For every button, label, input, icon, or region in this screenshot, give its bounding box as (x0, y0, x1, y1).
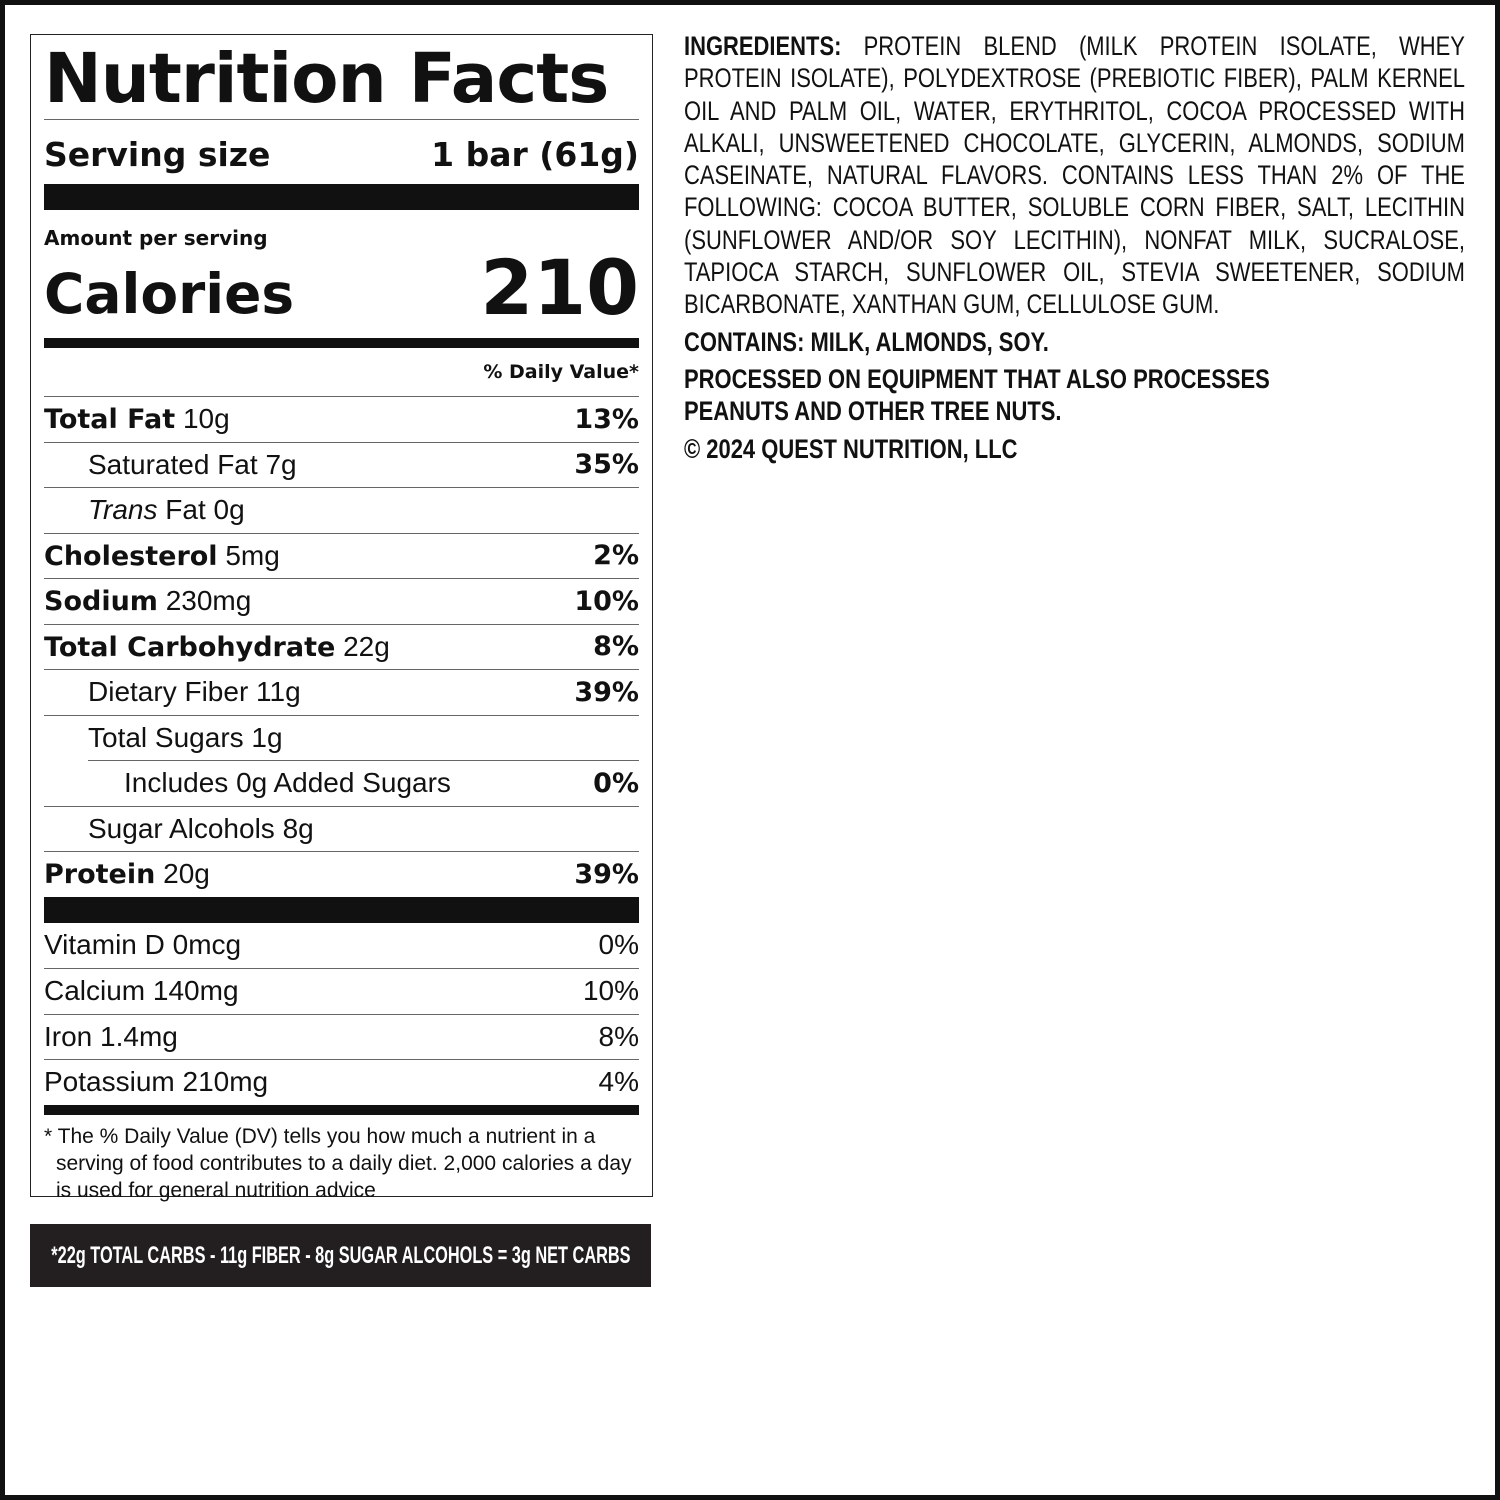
nutrient-amount: 230mg (165, 585, 252, 617)
ingredients-paragraph: INGREDIENTS: PROTEIN BLEND (MILK PROTEIN… (684, 30, 1465, 321)
nutrient-dv: 35% (574, 449, 639, 481)
ingredients-text: PROTEIN BLEND (MILK PROTEIN ISOLATE, WHE… (684, 31, 1465, 320)
processing-statement: PROCESSED ON EQUIPMENT THAT ALSO PROCESS… (684, 363, 1270, 427)
nutrient-row-protein: Protein 20g 39% (44, 851, 639, 897)
vitamin-dv: 8% (598, 1020, 639, 1052)
nutrient-name: Sugar Alcohols (88, 812, 275, 844)
label-title: Nutrition Facts (44, 39, 609, 119)
nutrient-amount: 22g (343, 630, 390, 662)
amount-per-serving: Amount per serving (44, 226, 268, 250)
calories-label: Calories (44, 262, 295, 326)
vitamin-row: Calcium 140mg 10% (44, 968, 639, 1014)
nutrient-name: Trans (88, 494, 158, 526)
nutrient-row-sodium: Sodium 230mg 10% (44, 578, 639, 624)
nutrient-dv: 39% (574, 676, 639, 708)
nutrient-dv: 2% (593, 540, 639, 572)
nutrient-row-saturated-fat: Saturated Fat 7g 35% (44, 441, 639, 488)
nutrient-amount: 10g (182, 403, 230, 435)
nutrient-name: Sodium (44, 586, 158, 618)
vitamin-text: Potassium 210mg (44, 1066, 269, 1098)
vitamin-text: Vitamin D 0mcg (44, 929, 242, 961)
nutrient-amount: 0g (213, 494, 245, 526)
nutrient-name: Cholesterol (44, 540, 218, 572)
nutrient-name-suffix: Fat (165, 494, 206, 526)
serving-size-row: Serving size 1 bar (61g) (44, 120, 639, 184)
vitamin-row: Potassium 210mg 4% (44, 1059, 639, 1105)
serving-size-value: 1 bar (61g) (431, 134, 639, 174)
footnote: * The % Daily Value (DV) tells you how m… (44, 1115, 639, 1204)
nutrient-row-cholesterol: Cholesterol 5mg 2% (44, 532, 639, 579)
vitamin-dv: 0% (598, 929, 639, 961)
vitamin-dv: 4% (598, 1066, 639, 1098)
nutrient-dv: 13% (574, 403, 639, 435)
allergen-statement: CONTAINS: MILK, ALMONDS, SOY. (684, 326, 1049, 357)
medium-divider (44, 338, 639, 348)
net-carbs-text: *22g TOTAL CARBS - 11g FIBER - 8g SUGAR … (50, 1241, 631, 1269)
nutrient-name: Protein (44, 859, 156, 891)
calories-value: 210 (480, 243, 639, 332)
nutrient-row-trans-fat: Trans Fat 0g (44, 487, 639, 533)
medium-divider (44, 1104, 639, 1115)
nutrient-name: Includes 0g Added Sugars (124, 767, 451, 799)
nutrient-row-total-carbohydrate: Total Carbohydrate 22g 8% (44, 623, 639, 670)
nutrient-dv: 8% (593, 631, 639, 663)
vitamin-text: Iron 1.4mg (44, 1020, 178, 1052)
nutrient-name: Saturated Fat (88, 448, 258, 480)
nutrient-dv: 10% (574, 585, 639, 617)
nutrient-row-total-sugars: Total Sugars 1g (44, 714, 639, 761)
nutrient-row-added-sugars: Includes 0g Added Sugars 0% (88, 760, 639, 806)
net-carbs-banner: *22g TOTAL CARBS - 11g FIBER - 8g SUGAR … (30, 1224, 651, 1287)
nutrient-amount: 11g (256, 676, 301, 708)
footnote-text: * The % Daily Value (DV) tells you how m… (44, 1124, 632, 1202)
nutrient-amount: 8g (282, 812, 314, 844)
nutrient-name: Total Carbohydrate (44, 631, 336, 663)
nutrient-amount: 1g (251, 721, 283, 753)
nutrient-name: Total Fat (44, 404, 176, 436)
vitamin-text: Calcium 140mg (44, 975, 239, 1007)
nutrient-dv: 0% (593, 767, 639, 799)
nutrient-amount: 20g (163, 858, 210, 890)
vitamin-row: Vitamin D 0mcg 0% (44, 923, 639, 969)
ingredients-panel: INGREDIENTS: PROTEIN BLEND (MILK PROTEIN… (684, 30, 1465, 470)
nutrient-row-total-fat: Total Fat 10g 13% (44, 396, 639, 442)
vitamin-dv: 10% (582, 975, 639, 1007)
thick-divider (44, 896, 639, 923)
serving-size-label: Serving size (44, 134, 271, 174)
thick-divider (44, 184, 639, 210)
nutrient-amount: 5mg (225, 539, 280, 571)
vitamin-row: Iron 1.4mg 8% (44, 1013, 639, 1060)
nutrient-name: Dietary Fiber (88, 676, 249, 708)
ingredients-label: INGREDIENTS: (684, 31, 842, 61)
nutrient-amount: 7g (265, 448, 297, 480)
calories-row: Calories 210 (44, 248, 639, 328)
nutrient-row-dietary-fiber: Dietary Fiber 11g 39% (44, 669, 639, 715)
nutrition-facts-label: Nutrition Facts Serving size 1 bar (61g)… (30, 34, 653, 1202)
divider (44, 119, 639, 120)
nutrient-row-sugar-alcohols: Sugar Alcohols 8g (44, 805, 639, 852)
nutrient-name: Total Sugars (88, 721, 244, 753)
nutrient-dv: 39% (574, 858, 639, 890)
copyright: © 2024 QUEST NUTRITION, LLC (684, 433, 1018, 464)
daily-value-header: % Daily Value* (483, 361, 639, 383)
